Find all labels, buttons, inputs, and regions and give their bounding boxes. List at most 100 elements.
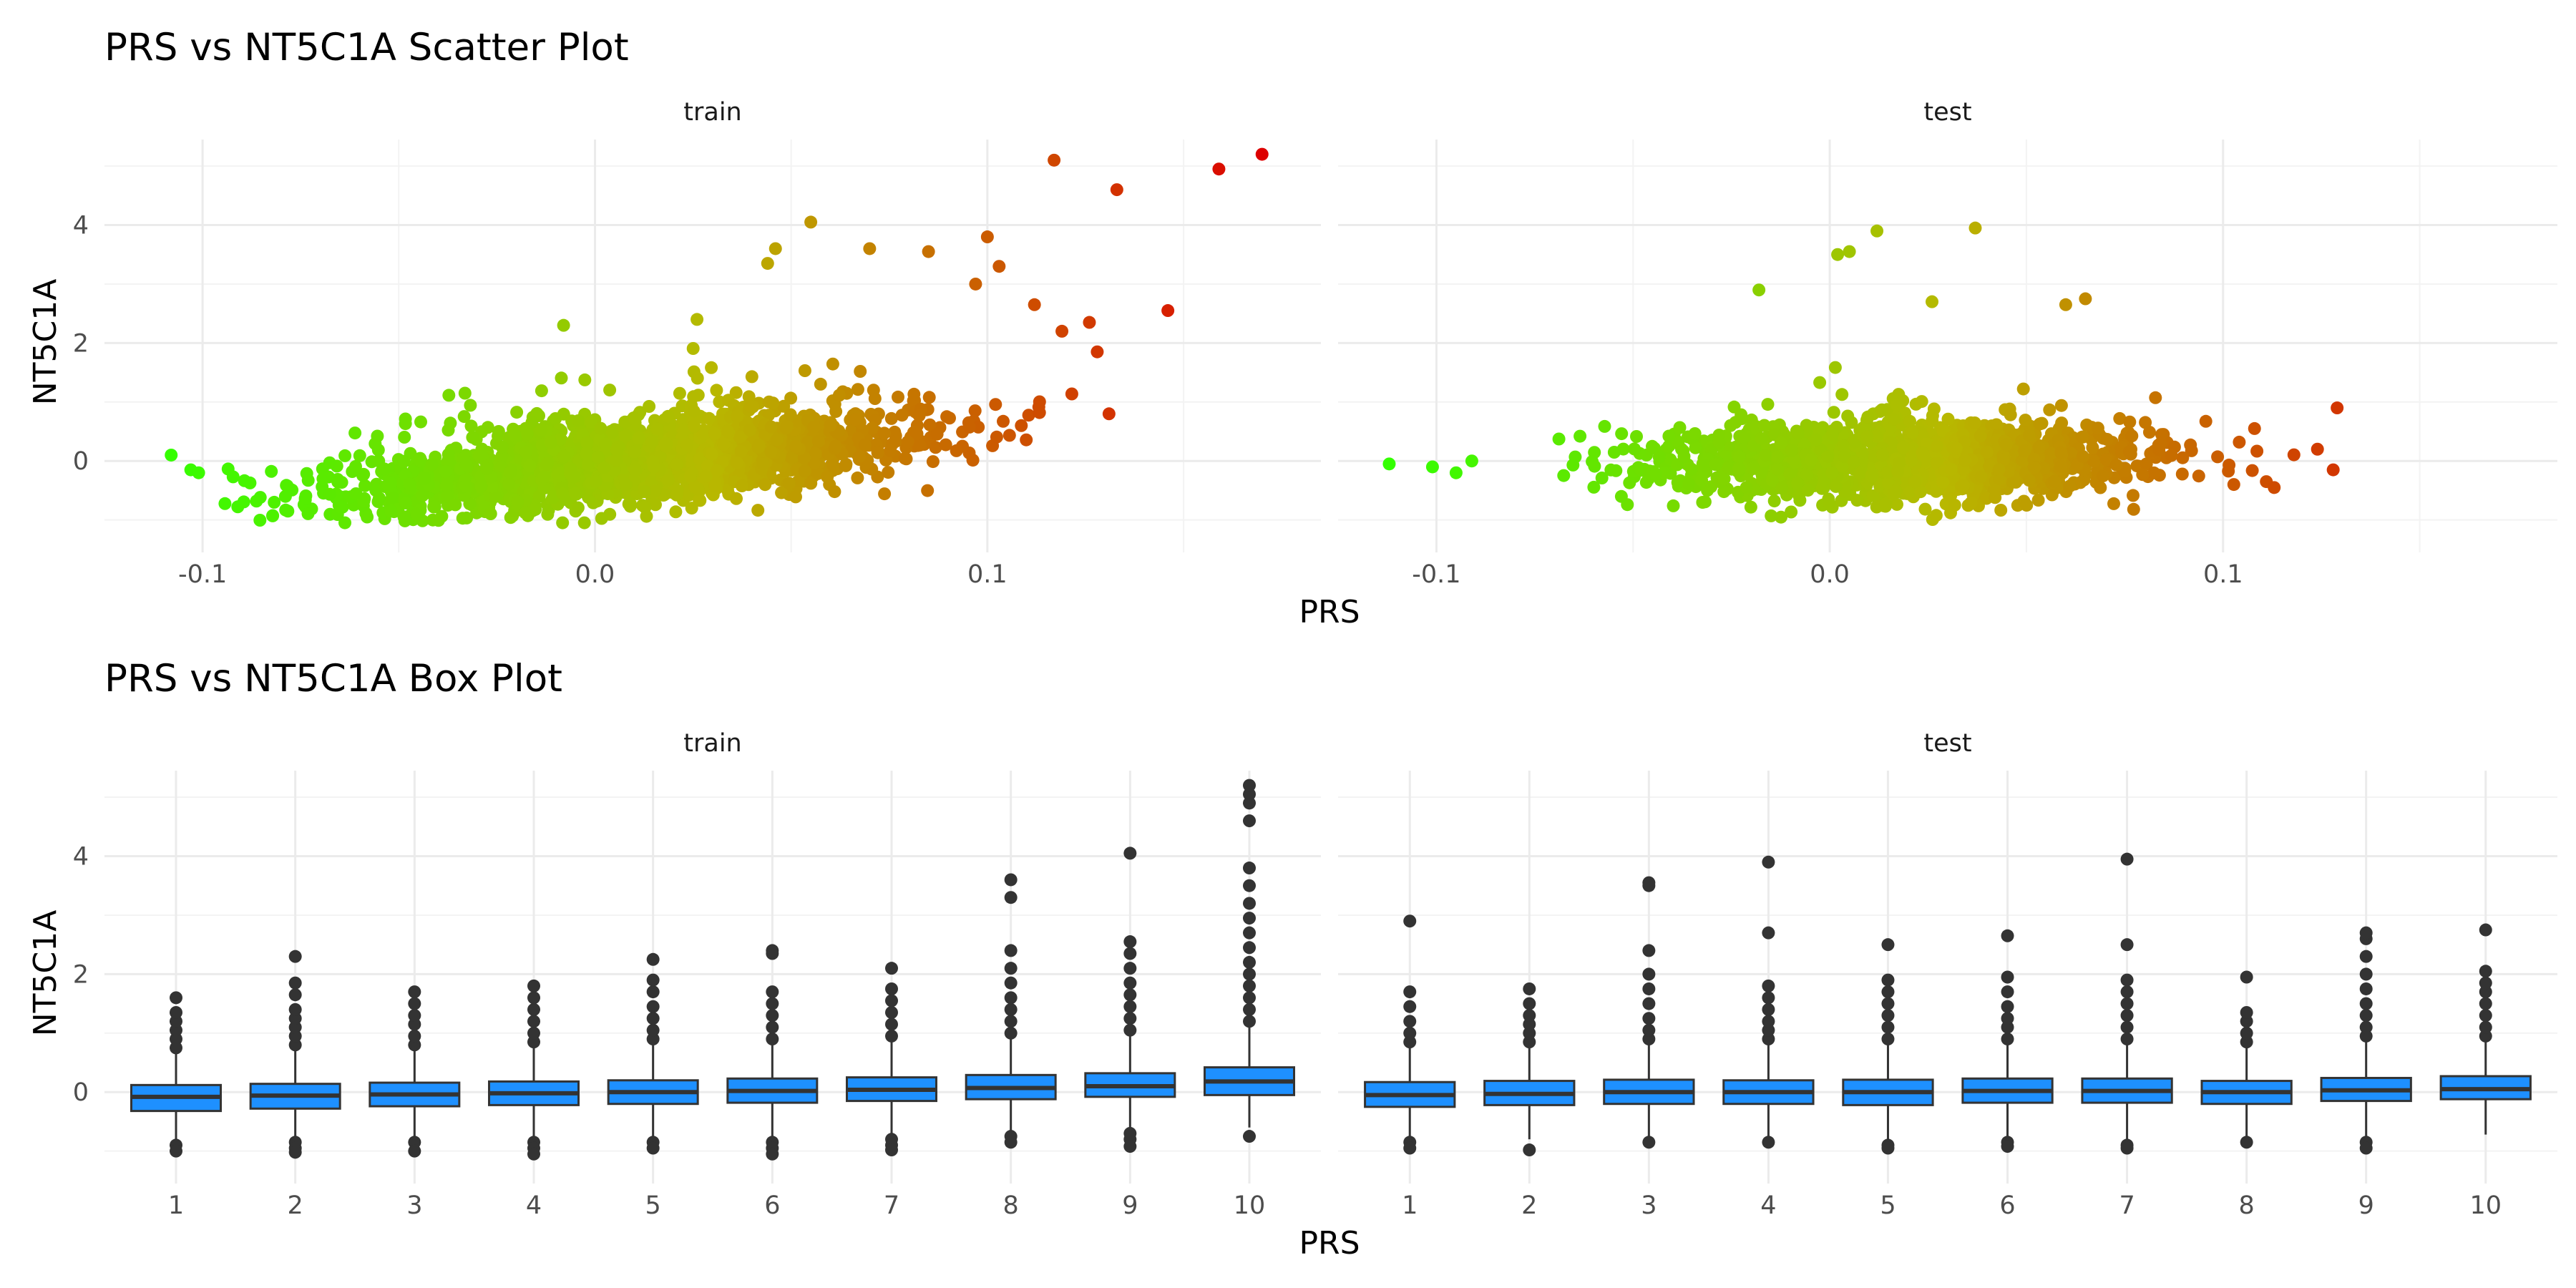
scatter-point (610, 443, 623, 457)
scatter-point (439, 479, 453, 492)
scatter-point (2139, 416, 2152, 429)
box-outlier (170, 1005, 182, 1019)
box-1 (1364, 914, 1456, 1155)
scatter-point (2001, 464, 2015, 478)
box-outlier (2479, 985, 2492, 999)
scatter-point (301, 507, 315, 520)
scatter-point (1615, 427, 1629, 441)
scatter-point (1709, 458, 1722, 472)
box-outlier (1881, 997, 1895, 1010)
scatter-point (1913, 485, 1927, 499)
scatter-point (939, 438, 952, 452)
scatter-point (742, 390, 756, 404)
box-outlier (2359, 967, 2373, 981)
scatter-point (769, 242, 782, 255)
box-outlier (2120, 973, 2134, 987)
scatter-point (1771, 462, 1785, 476)
scatter-cloud-train (218, 342, 1078, 530)
box-outlier (170, 1023, 182, 1037)
box-outlier (1123, 988, 1137, 1002)
scatter-point (2136, 468, 2150, 482)
scatter-point (770, 433, 784, 447)
box-strip-test: test (1923, 729, 1971, 758)
x-tick-label: 0.0 (575, 560, 615, 589)
scatter-point (1804, 453, 1818, 467)
scatter-point (2004, 408, 2017, 421)
scatter-point (1992, 463, 2006, 477)
box-outlier (1243, 1002, 1256, 1016)
box-outlier (2479, 1020, 2492, 1034)
scatter-point (1695, 474, 1709, 487)
box-outlier (1642, 967, 1656, 981)
scatter-point (1717, 472, 1731, 486)
scatter-point (1732, 450, 1746, 464)
scatter-point (557, 318, 570, 332)
scatter-point (1382, 457, 1396, 471)
scatter-point (708, 426, 721, 440)
scatter-point (2018, 444, 2031, 458)
x-tick-label: 3 (1641, 1191, 1657, 1220)
scatter-point (1918, 502, 1932, 516)
x-tick-label: 4 (526, 1191, 542, 1220)
scatter-point (520, 427, 534, 441)
box-outlier (1642, 1012, 1656, 1025)
scatter-panel-test: -0.1 0.0 0.1 (1338, 140, 2557, 589)
box-outlier (766, 1020, 779, 1034)
scatter-point (1684, 462, 1698, 476)
scatter-point (921, 484, 935, 497)
scatter-point (828, 485, 841, 499)
box-outlier (527, 1035, 540, 1049)
scatter-point (1775, 510, 1787, 524)
box-outlier (1762, 991, 1775, 1005)
box-6 (726, 944, 819, 1161)
scatter-point (943, 411, 956, 425)
box-outlier (646, 1033, 660, 1046)
box-outlier (1004, 976, 1018, 990)
box-outlier (1762, 1023, 1775, 1037)
scatter-point (1876, 448, 1890, 462)
scatter-point (439, 464, 452, 478)
box-outlier (527, 1147, 540, 1161)
scatter-point (537, 470, 551, 484)
scatter-point (2043, 403, 2057, 416)
scatter-point (764, 445, 778, 459)
box-outlier (2120, 1033, 2134, 1046)
scatter-point (717, 438, 731, 451)
scatter-point (2094, 481, 2107, 494)
scatter-point (691, 313, 704, 326)
box-ylabel: NT5C1A (27, 910, 64, 1037)
scatter-point (1767, 494, 1781, 508)
scatter-point (745, 370, 758, 384)
scatter-point (334, 500, 348, 514)
box-outlier (646, 1000, 660, 1013)
scatter-point (751, 504, 765, 517)
scatter-point (1994, 504, 2008, 517)
scatter-point (1646, 439, 1659, 453)
scatter-point (1828, 361, 1842, 374)
scatter-point (2028, 461, 2041, 474)
scatter-point (1771, 450, 1784, 464)
scatter-point (1996, 453, 2010, 467)
scatter-point (735, 479, 748, 492)
scatter-point (418, 472, 431, 485)
scatter-point (1813, 376, 1827, 389)
box-outlier (1642, 944, 1656, 957)
box-10 (1204, 779, 1295, 1143)
scatter-point (2287, 448, 2301, 462)
scatter-point (1744, 500, 1757, 514)
scatter-point (556, 487, 570, 500)
box-outlier (1881, 1009, 1895, 1023)
box-8 (2200, 970, 2293, 1149)
box-outlier (1642, 1023, 1656, 1037)
box-outlier (2240, 1035, 2253, 1049)
scatter-point (966, 454, 980, 467)
box-outlier (2240, 970, 2253, 984)
scatter-point (353, 449, 366, 462)
box-outlier (1004, 1002, 1018, 1016)
box-outlier (1243, 955, 1256, 969)
scatter-point (1936, 475, 1950, 489)
scatter-point (1765, 474, 1779, 487)
scatter-point (2055, 416, 2069, 430)
box-outlier (1123, 1023, 1137, 1037)
scatter-point (1968, 221, 1982, 235)
